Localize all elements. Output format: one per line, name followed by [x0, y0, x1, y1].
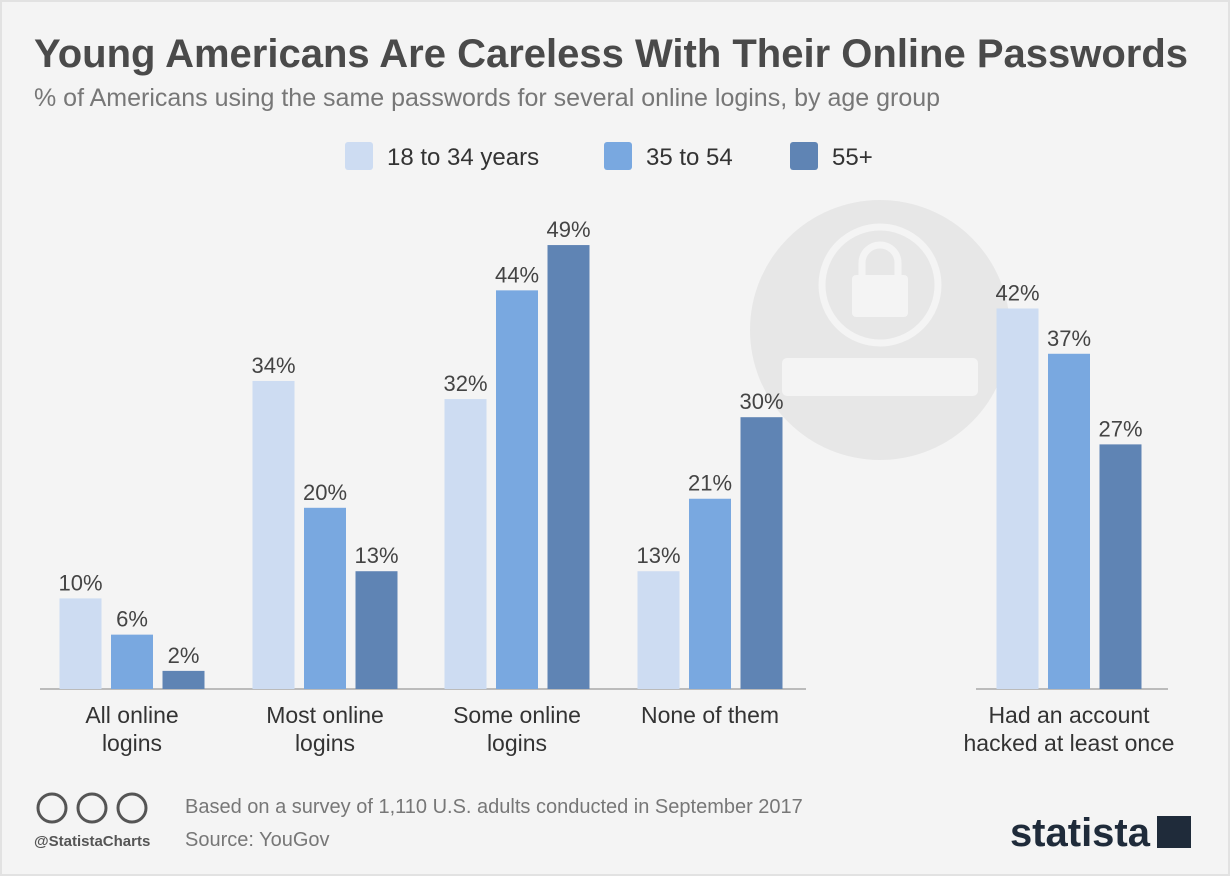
data-label: 21% [688, 471, 732, 496]
bar [252, 380, 295, 689]
category-label: Had an account hacked at least once [963, 702, 1175, 756]
data-label: 10% [58, 570, 102, 595]
category-label: All online logins [85, 702, 179, 756]
note: Based on a survey of 1,110 U.S. adults c… [185, 796, 803, 818]
data-label: 42% [995, 280, 1039, 305]
bar [637, 571, 680, 689]
data-label: 27% [1098, 416, 1142, 441]
bar [496, 290, 538, 689]
data-label: 34% [251, 353, 295, 378]
data-label: 37% [1047, 326, 1091, 351]
legend-label: 35 to 54 [646, 144, 733, 171]
source: Source: YouGov [185, 829, 330, 851]
bar [162, 670, 205, 689]
legend-label: 18 to 34 years [387, 144, 539, 171]
bar [444, 399, 487, 689]
cc-icons [36, 792, 148, 824]
bar [996, 308, 1039, 689]
lock-icon [750, 200, 1010, 460]
category-label: None of them [640, 702, 780, 728]
data-label: 13% [354, 543, 398, 568]
category-label: Some online logins [453, 702, 581, 756]
logo-mark [1157, 816, 1191, 848]
chart-subtitle: % of Americans using the same passwords … [34, 84, 940, 112]
data-label: 32% [443, 371, 487, 396]
chart-title: Young Americans Are Careless With Their … [34, 32, 1188, 76]
bar [740, 417, 783, 689]
data-label: 30% [739, 389, 783, 414]
data-label: 13% [636, 543, 680, 568]
bar [689, 498, 731, 689]
data-label: 2% [168, 643, 200, 668]
legend-label: 55+ [832, 144, 873, 171]
bar [111, 634, 153, 689]
legend-swatch [604, 142, 632, 170]
legend-swatch [790, 142, 818, 170]
category-label: Most online logins [266, 702, 384, 756]
legend-swatch [345, 142, 373, 170]
data-label: 20% [303, 480, 347, 505]
data-label: 6% [116, 607, 148, 632]
data-label: 44% [495, 262, 539, 287]
bar [304, 507, 346, 689]
credit: @StatistaCharts [34, 833, 150, 850]
data-label: 49% [546, 217, 590, 242]
bar [59, 598, 102, 689]
bar [1099, 444, 1142, 689]
bar [1048, 353, 1090, 689]
bar [355, 571, 398, 689]
logo: statista [1010, 811, 1151, 855]
bar [547, 245, 590, 689]
